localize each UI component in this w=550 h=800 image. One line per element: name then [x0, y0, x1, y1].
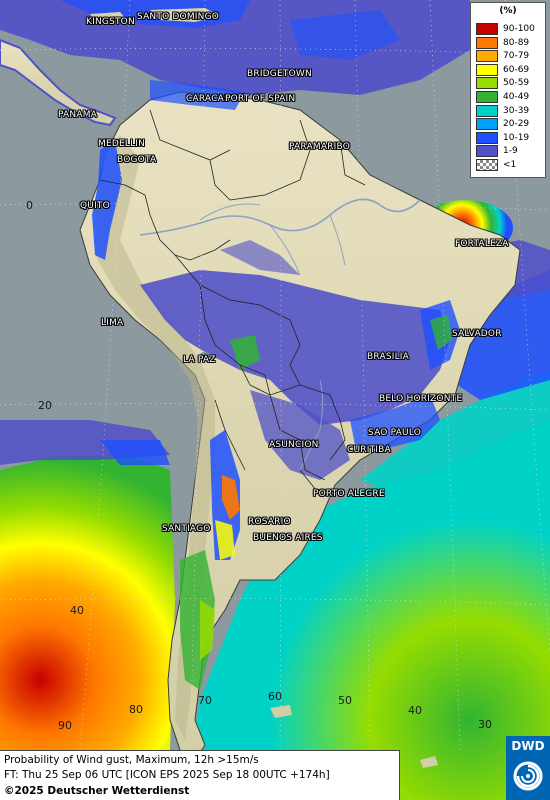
city-label-panama: PANAMA [58, 110, 98, 120]
legend-item: 50-59 [476, 77, 544, 90]
southern-ocean-wind-zone [0, 455, 175, 750]
legend-swatch [476, 91, 498, 103]
country-borders [99, 109, 366, 496]
city-label-belo-horizonte: BELO HORIZONTE [379, 394, 463, 404]
central-america-land [0, 38, 117, 127]
longitude-label-50: 50 [338, 694, 352, 707]
legend-label: <1 [503, 160, 517, 170]
hispaniola-island [150, 8, 220, 22]
city-label-santo-domingo: SANTO DOMINGO [137, 12, 220, 22]
longitude-label-40b: 40 [408, 704, 422, 717]
legend-swatch [476, 131, 498, 144]
legend-item: 1-9 [476, 145, 544, 158]
legend-unit: (%) [499, 6, 517, 16]
legend-swatch [476, 159, 498, 171]
city-label-fortaleza: FORTALEZA [455, 239, 509, 249]
latitude-label-0: 0 [26, 199, 33, 212]
city-label-bridgetown: BRIDGETOWN [247, 69, 312, 79]
city-label-medellin: MEDELLIN [98, 139, 146, 149]
legend-label: 60-69 [503, 64, 530, 75]
city-label-bogota: BOGOTA [117, 155, 157, 165]
city-label-lima: LIMA [101, 318, 124, 328]
legend-item: 80-89 [476, 36, 544, 50]
graticule [0, 0, 550, 751]
legend-swatch [476, 63, 498, 76]
city-label-caracas: CARACAS [186, 94, 230, 104]
longitude-label-30: 30 [478, 718, 492, 731]
longitude-label-60: 60 [268, 690, 282, 703]
legend-swatch [476, 50, 498, 63]
color-legend: (%) 90-100 80-89 70-79 60-69 50-59 40-49 30-39… [470, 2, 546, 178]
legend-item: 40-49 [476, 91, 544, 104]
legend-label: 50-59 [503, 78, 530, 89]
legend-label: 40-49 [503, 92, 530, 102]
amazon-river [139, 198, 421, 236]
dwd-logo: DWD [506, 736, 550, 800]
interior-wind-band [140, 270, 450, 425]
legend-item: <1 [476, 159, 544, 172]
legend-swatch [476, 23, 498, 35]
latitude-label-40: 40 [70, 604, 84, 617]
city-label-kingston: KINGSTON [86, 17, 135, 27]
city-label-paramaribo: PARAMARIBO [289, 142, 350, 152]
legend-swatch [476, 104, 498, 117]
legend-swatch [476, 36, 498, 49]
legend-label: 70-79 [503, 51, 530, 62]
legend-item: 30-39 [476, 104, 544, 118]
legend-label: 30-39 [503, 105, 530, 116]
legend-item: 20-29 [476, 118, 544, 131]
city-label-sao-paulo: SAO PAULO [368, 428, 421, 438]
legend-label: 90-100 [503, 24, 535, 34]
city-label-asuncion: ASUNCION [269, 440, 319, 450]
dwd-swirl-icon [513, 761, 543, 791]
legend-item: 60-69 [476, 63, 544, 77]
city-label-salvador: SALVADOR [452, 329, 502, 339]
city-label-buenos-aires: BUENOS AIRES [253, 533, 323, 543]
legend-label: 1-9 [503, 146, 518, 157]
caption-copyright: ©2025 Deutscher Wetterdienst [4, 785, 190, 797]
longitude-label-90: 90 [58, 719, 72, 732]
city-label-rosario: ROSARIO [248, 517, 291, 527]
city-label-port-of-spain: PORT OF SPAIN [225, 94, 296, 104]
city-label-curitiba: CURITIBA [347, 445, 391, 455]
city-label-quito: QUITO [80, 201, 110, 211]
latitude-label-20: 20 [38, 399, 52, 412]
city-label-santiago: SANTIAGO [162, 524, 211, 534]
caption-title: Probability of Wind gust, Maximum, 12h >… [4, 754, 259, 766]
longitude-label-80: 80 [129, 703, 143, 716]
legend-label: 10-19 [503, 132, 530, 143]
legend-item: 90-100 [476, 23, 544, 36]
legend-item: 10-19 [476, 131, 544, 145]
legend-swatch [476, 118, 498, 131]
caption-forecast-time: FT: Thu 25 Sep 06 UTC [ICON EPS 2025 Sep… [4, 769, 330, 781]
city-label-la-paz: LA PAZ [183, 355, 216, 365]
map-caption: Probability of Wind gust, Maximum, 12h >… [0, 750, 400, 800]
city-label-porto-alegre: PORTO ALEGRE [313, 489, 385, 499]
legend-item: 70-79 [476, 50, 544, 63]
city-label-brasilia: BRASILIA [367, 352, 410, 362]
legend-swatch [476, 145, 498, 158]
longitude-label-70: 70 [198, 694, 212, 707]
dwd-logo-text: DWD [511, 739, 545, 753]
legend-label: 20-29 [503, 119, 530, 130]
legend-label: 80-89 [503, 37, 530, 48]
legend-swatch [476, 77, 498, 90]
